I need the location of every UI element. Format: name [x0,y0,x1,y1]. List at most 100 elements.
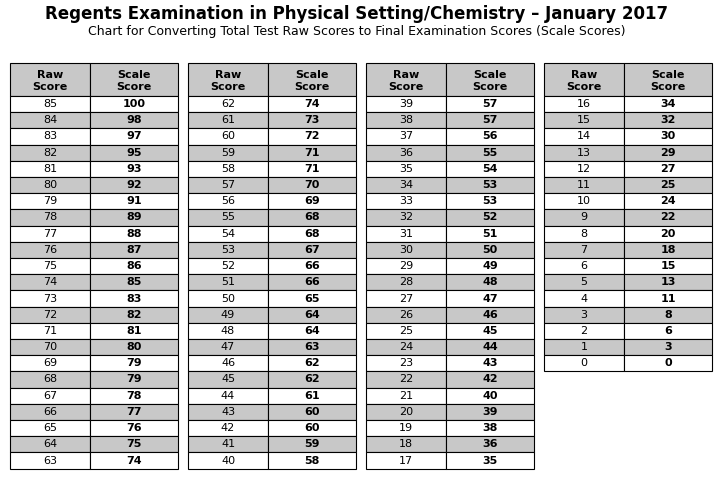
Text: 20: 20 [661,229,676,239]
Text: 81: 81 [43,164,57,174]
Bar [10,161,90,177]
Text: 83: 83 [43,132,57,141]
Bar [446,323,534,339]
Text: 65: 65 [305,293,320,304]
Text: 58: 58 [221,164,235,174]
Text: 89: 89 [126,212,142,222]
Text: 78: 78 [127,390,142,401]
Bar [188,404,268,420]
Bar [366,339,446,355]
Bar [544,210,624,226]
Bar [90,339,178,355]
Bar [446,193,534,210]
Bar [446,387,534,404]
Bar [268,355,356,371]
Bar [624,96,712,112]
Text: 30: 30 [399,245,413,255]
Bar [624,210,712,226]
Bar [544,177,624,193]
Bar [10,210,90,226]
Bar [624,323,712,339]
Text: 44: 44 [482,342,498,352]
Text: 29: 29 [660,148,676,158]
Bar [188,226,268,242]
Text: 7: 7 [581,245,588,255]
Bar [624,290,712,307]
Text: 45: 45 [221,375,235,385]
Text: 34: 34 [399,180,413,190]
Text: 19: 19 [399,423,413,433]
Text: 79: 79 [43,196,57,206]
Bar [10,290,90,307]
Text: 36: 36 [482,439,498,449]
Bar [544,242,624,258]
Bar [446,307,534,323]
Bar [90,355,178,371]
Bar [446,339,534,355]
Text: 29: 29 [399,261,413,271]
Text: 14: 14 [577,132,591,141]
Text: 23: 23 [399,358,413,368]
Bar [10,144,90,161]
Bar [544,339,624,355]
Bar [268,404,356,420]
Text: 50: 50 [483,245,498,255]
Text: 43: 43 [221,407,235,417]
Text: 53: 53 [483,180,498,190]
Text: 40: 40 [221,456,235,465]
Text: 68: 68 [43,375,57,385]
Bar [268,323,356,339]
Bar [446,371,534,387]
Text: Chart for Converting Total Test Raw Scores to Final Examination Scores (Scale Sc: Chart for Converting Total Test Raw Scor… [88,26,626,38]
Bar [10,436,90,453]
Text: 74: 74 [126,456,142,465]
Text: 52: 52 [483,212,498,222]
Text: 71: 71 [305,164,320,174]
Bar [446,258,534,274]
Text: 52: 52 [221,261,235,271]
Bar [366,210,446,226]
Text: 32: 32 [399,212,413,222]
Text: 86: 86 [126,261,142,271]
Text: 60: 60 [305,423,320,433]
Bar [366,323,446,339]
Text: 66: 66 [304,277,320,287]
Bar [624,307,712,323]
Text: 73: 73 [305,115,320,125]
Text: 63: 63 [43,456,57,465]
Text: 69: 69 [43,358,57,368]
Text: 62: 62 [304,375,320,385]
Text: 60: 60 [221,132,235,141]
Text: 53: 53 [221,245,235,255]
Text: 76: 76 [43,245,57,255]
Text: 73: 73 [43,293,57,304]
Bar [90,210,178,226]
Text: 54: 54 [221,229,235,239]
Text: 6: 6 [664,326,672,336]
Bar [446,96,534,112]
Bar [544,307,624,323]
Bar [446,274,534,290]
Text: 27: 27 [399,293,413,304]
Bar [10,96,90,112]
Text: Scale: Scale [295,70,329,79]
Text: 66: 66 [43,407,57,417]
Text: 66: 66 [304,261,320,271]
Bar [90,193,178,210]
Bar [188,242,268,258]
Bar [188,420,268,436]
Bar [188,387,268,404]
Bar [188,307,268,323]
Bar [268,420,356,436]
Bar [446,290,534,307]
Text: 37: 37 [399,132,413,141]
Bar [10,387,90,404]
Bar [188,258,268,274]
Bar [446,210,534,226]
Text: 4: 4 [581,293,588,304]
Text: 98: 98 [126,115,142,125]
Bar [90,226,178,242]
Text: 80: 80 [127,342,142,352]
Bar [268,226,356,242]
Bar [446,355,534,371]
